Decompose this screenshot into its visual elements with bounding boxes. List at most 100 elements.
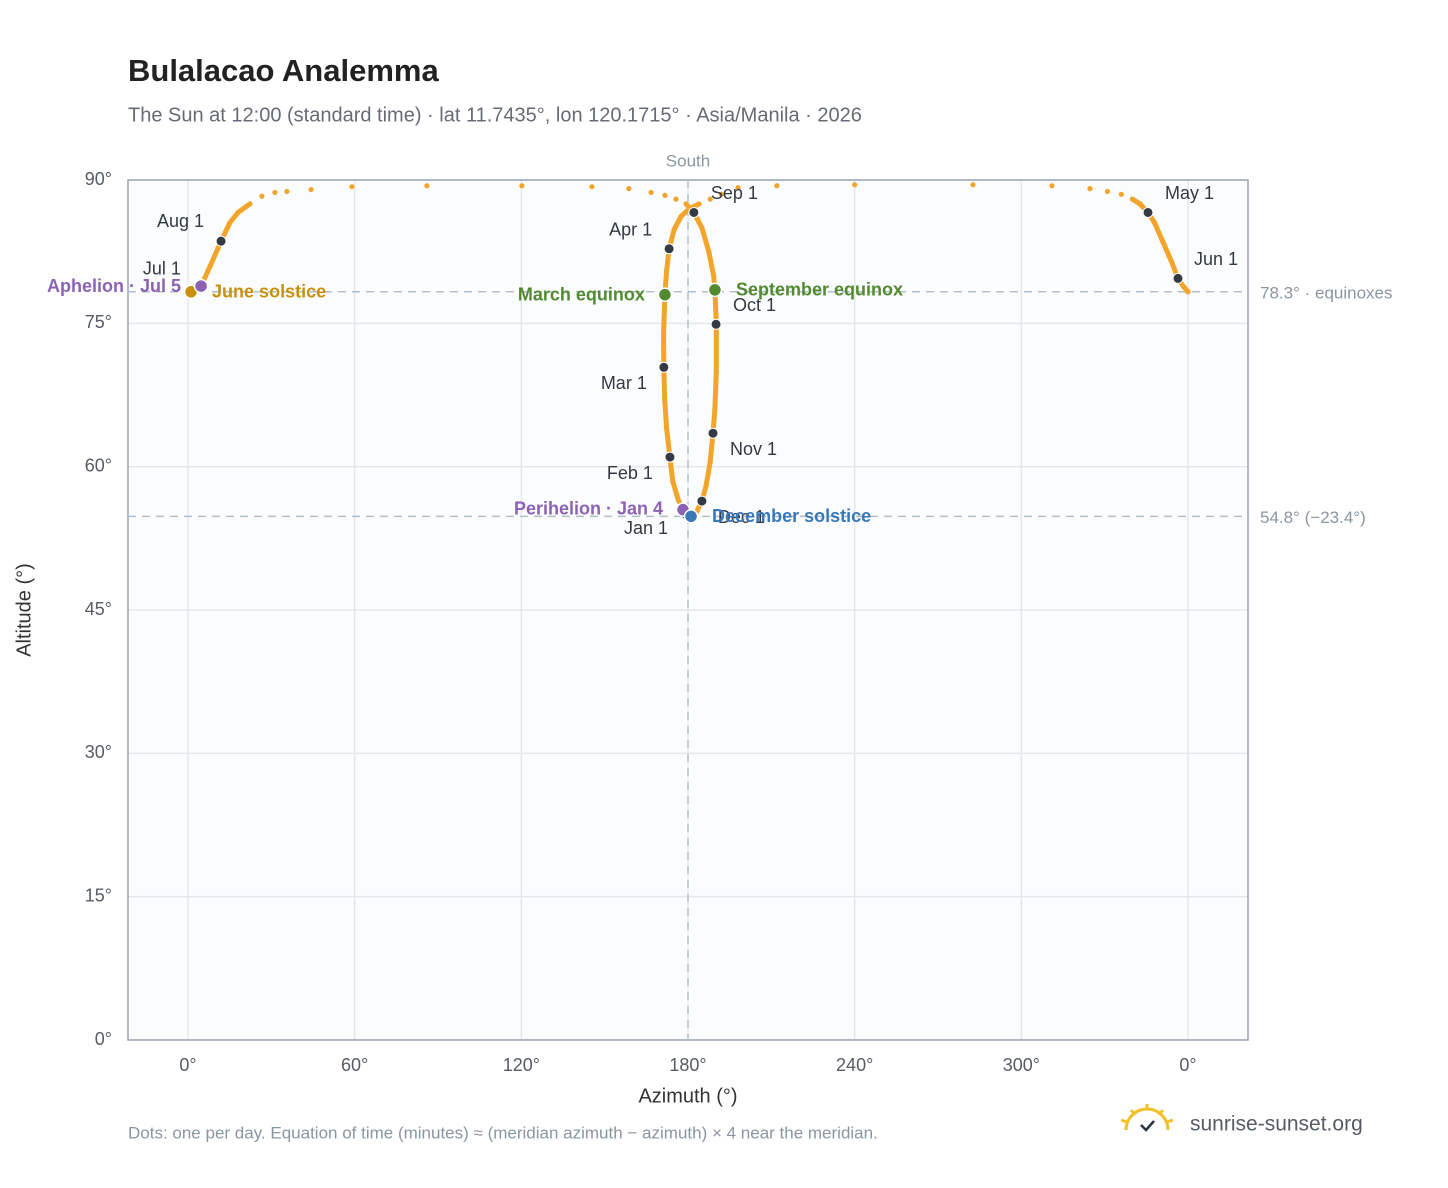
x-tick-label: 0° — [1179, 1055, 1196, 1075]
month-marker — [1142, 206, 1154, 218]
daily-dot — [1152, 220, 1158, 226]
daily-dot — [1087, 186, 1093, 192]
daily-dot — [675, 497, 681, 503]
event-marker — [683, 509, 699, 524]
brand-name: sunrise-sunset.org — [1190, 1113, 1363, 1136]
daily-dot — [626, 186, 632, 192]
month-marker — [696, 495, 708, 507]
x-tick-label: 240° — [836, 1055, 873, 1075]
daily-dot — [703, 483, 709, 489]
month-label: May 1 — [1165, 183, 1214, 203]
event-label: Perihelion · Jan 4 — [514, 498, 663, 518]
month-label: Aug 1 — [157, 211, 204, 231]
y-axis-label: Altitude (°) — [13, 563, 35, 657]
daily-dot — [1137, 201, 1143, 207]
daily-dot — [664, 425, 670, 432]
month-marker — [710, 318, 722, 330]
month-marker — [663, 243, 675, 255]
x-tick-label: 60° — [341, 1055, 368, 1075]
daily-dot — [735, 185, 741, 191]
daily-dot — [1168, 258, 1174, 264]
daily-dot — [227, 220, 233, 226]
daily-dot — [662, 192, 668, 198]
daily-dot — [664, 268, 670, 274]
chart-title: Bulalacao Analemma — [128, 53, 439, 88]
event-label: June solstice — [212, 282, 326, 302]
y-tick-label: 60° — [85, 455, 112, 475]
event-marker — [193, 278, 209, 294]
daily-dot — [1160, 239, 1166, 245]
month-marker — [664, 451, 676, 463]
daily-dot — [1129, 196, 1136, 202]
daily-dot — [349, 184, 355, 190]
daily-dot — [247, 201, 253, 207]
daily-dot — [710, 272, 717, 279]
x-tick-label: 300° — [1003, 1055, 1040, 1075]
y-tick-label: 30° — [85, 742, 112, 762]
event-marker — [707, 282, 723, 298]
footnote: Dots: one per day. Equation of time (min… — [128, 1123, 878, 1142]
daily-dot — [696, 201, 702, 207]
daily-dot — [235, 209, 241, 216]
event-label: December solstice — [712, 506, 871, 526]
y-tick-label: 75° — [85, 312, 112, 332]
chart-subtitle: The Sun at 12:00 (standard time) · lat 1… — [128, 104, 862, 126]
reference-label: 78.3° · equinoxes — [1260, 283, 1393, 302]
y-tick-label: 15° — [85, 885, 112, 905]
y-tick-label: 45° — [85, 599, 112, 619]
daily-dot — [207, 263, 213, 269]
daily-dot — [852, 182, 858, 188]
daily-dot — [662, 397, 668, 403]
brand-logo — [1120, 1104, 1174, 1132]
month-label: Nov 1 — [730, 439, 777, 459]
event-marker — [657, 287, 673, 302]
reference-label: South — [666, 151, 710, 170]
daily-dot — [589, 184, 595, 190]
daily-dot — [284, 188, 290, 195]
month-label: Apr 1 — [609, 220, 652, 240]
daily-dot — [308, 186, 314, 193]
event-label: September equinox — [736, 280, 903, 300]
daily-dot — [259, 193, 265, 199]
daily-dot — [648, 189, 654, 196]
daily-dot — [1118, 191, 1124, 197]
daily-dot — [1104, 188, 1111, 195]
y-tick-label: 90° — [85, 169, 112, 189]
month-marker — [215, 235, 227, 247]
daily-dot — [1185, 289, 1191, 295]
logo-rays — [1120, 1104, 1174, 1124]
month-label: Oct 1 — [733, 295, 776, 315]
month-marker — [707, 427, 719, 439]
month-label: Dec 1 — [718, 507, 765, 527]
month-label: Feb 1 — [607, 463, 653, 483]
daily-dot — [706, 249, 712, 255]
month-marker — [658, 361, 670, 373]
month-label: Jan 1 — [624, 518, 668, 538]
x-tick-label: 0° — [179, 1055, 196, 1075]
daily-dot — [424, 183, 430, 189]
month-label: Jun 1 — [1194, 249, 1238, 269]
daily-dot — [670, 478, 676, 484]
daily-dot — [678, 213, 684, 219]
daily-dot — [673, 196, 679, 202]
daily-dot — [707, 196, 713, 202]
daily-dot — [713, 368, 719, 374]
x-axis-label: Azimuth (°) — [638, 1085, 737, 1107]
daily-dot — [774, 183, 780, 189]
daily-dot — [712, 406, 718, 412]
daily-dot — [707, 459, 713, 465]
month-marker — [688, 206, 700, 218]
daily-dot — [683, 201, 689, 207]
month-label: Sep 1 — [711, 183, 758, 203]
x-tick-label: 180° — [669, 1055, 706, 1075]
logo-check — [1140, 1120, 1155, 1132]
daily-dot — [1181, 284, 1187, 290]
daily-dot — [660, 330, 667, 336]
daily-dot — [272, 189, 278, 196]
month-marker — [1172, 272, 1184, 284]
daily-dot — [1049, 183, 1055, 189]
daily-dot — [519, 183, 525, 189]
reference-label: 54.8° (−23.4°) — [1260, 508, 1366, 527]
event-label: Aphelion · Jul 5 — [47, 276, 181, 296]
